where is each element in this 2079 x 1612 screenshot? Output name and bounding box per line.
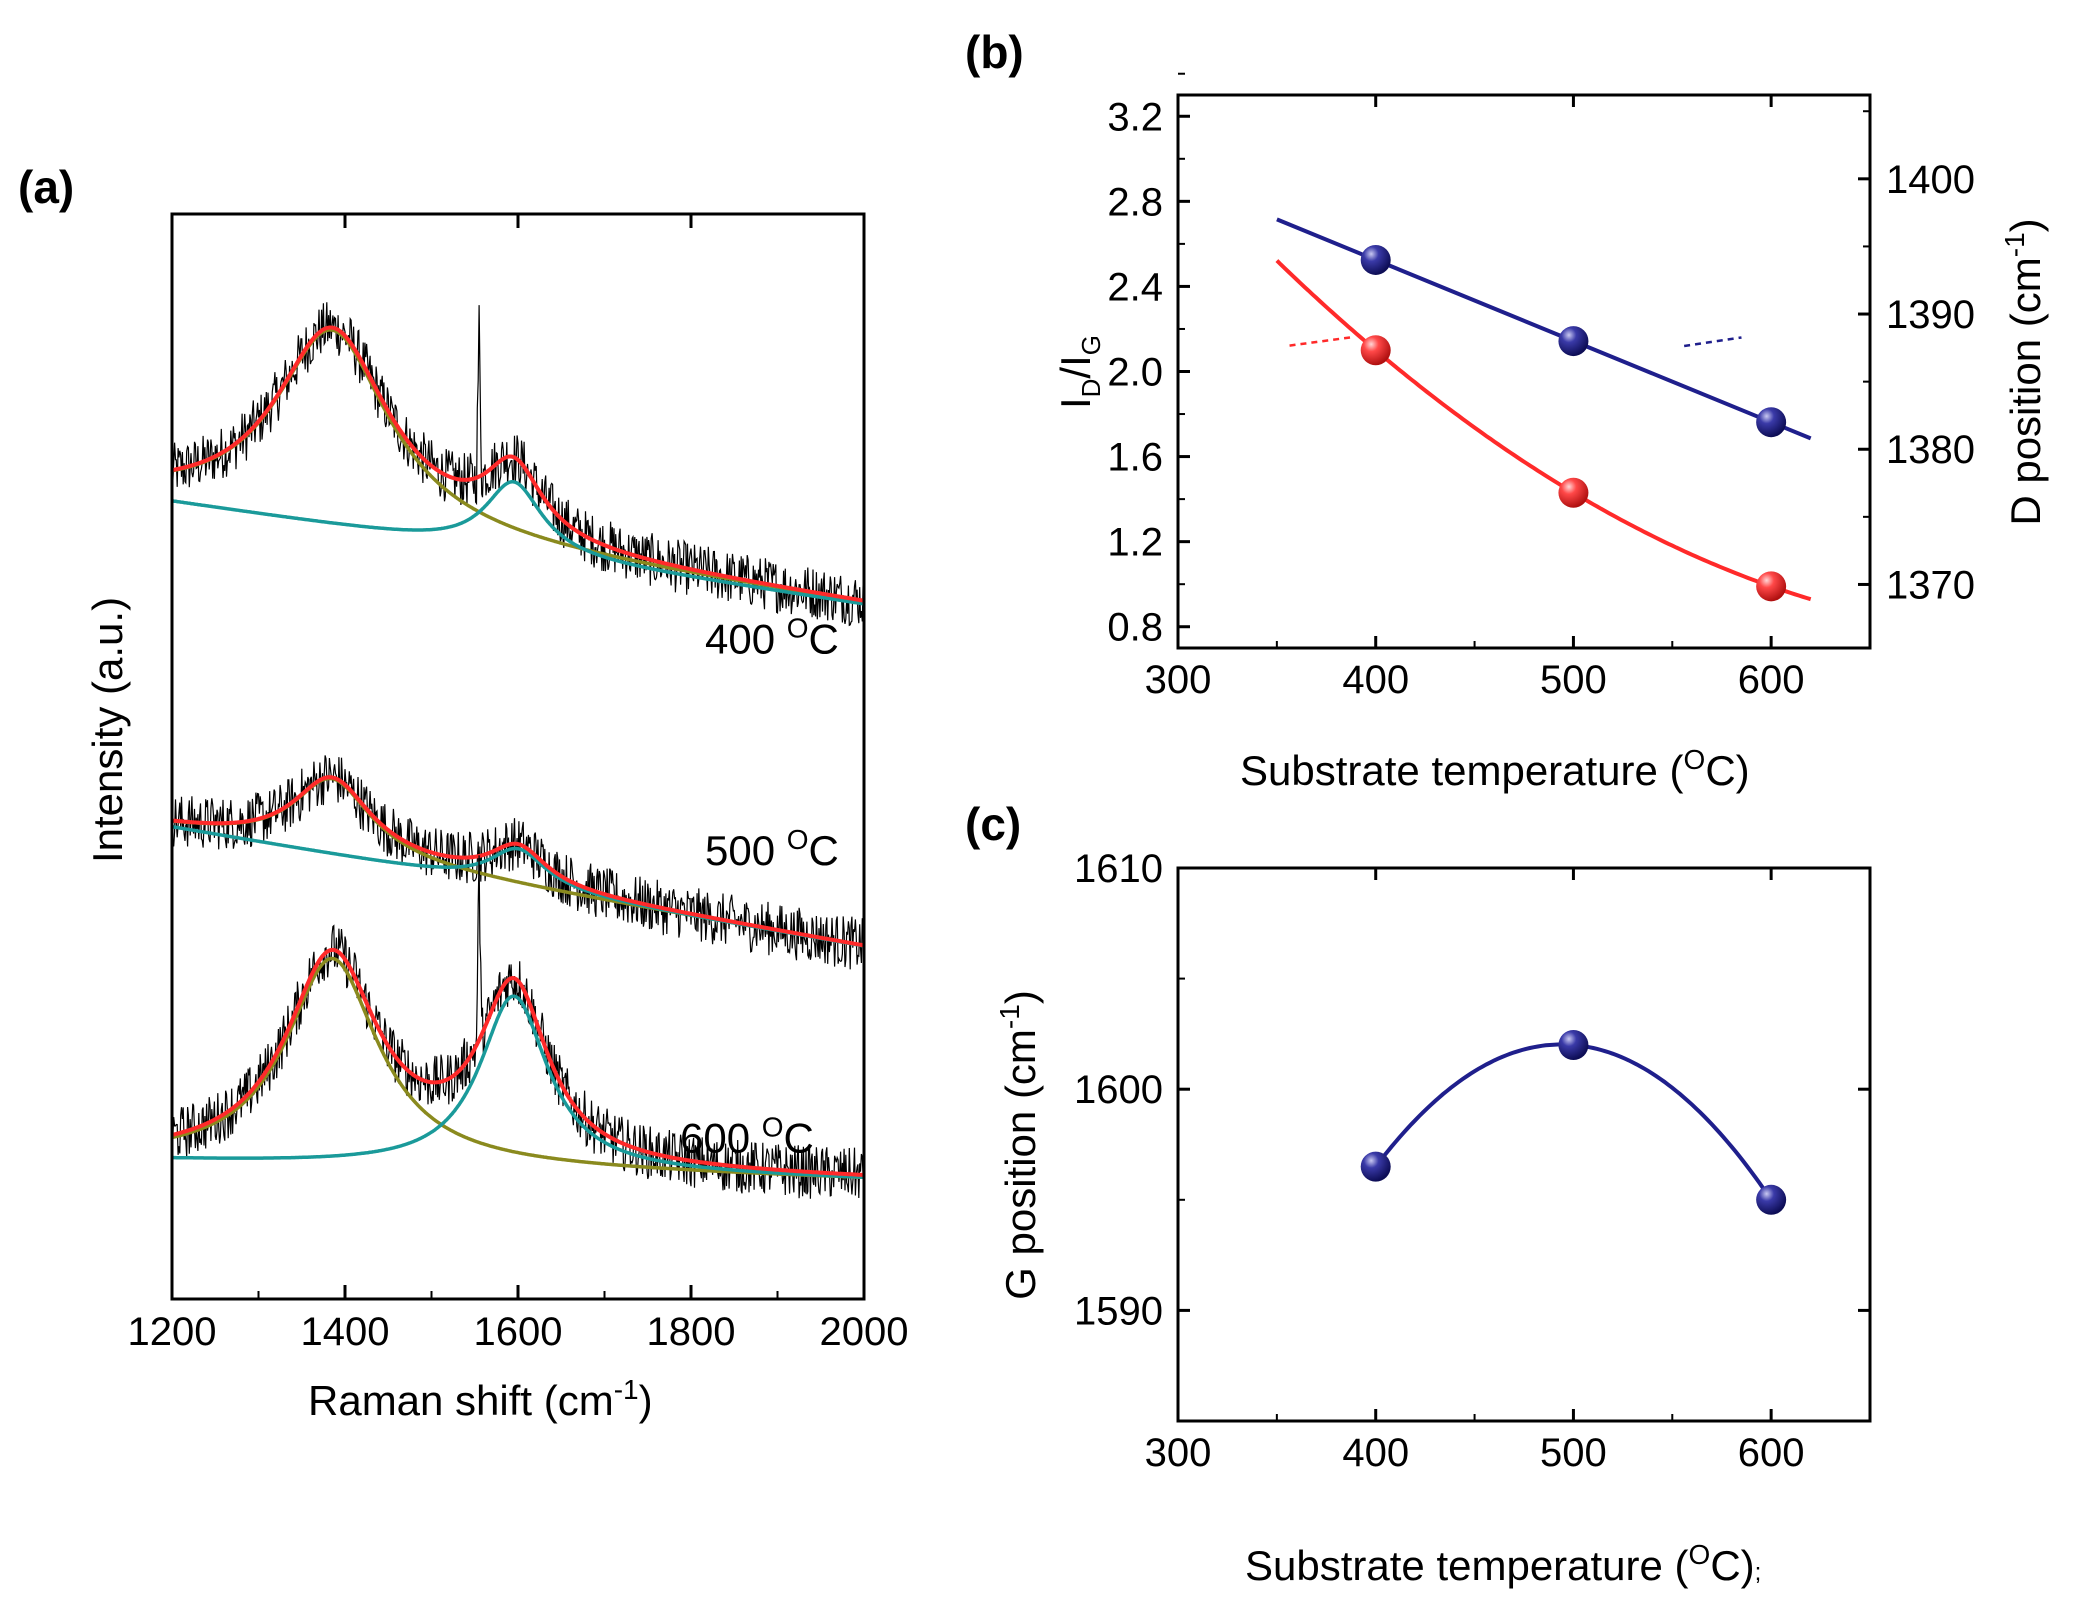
panel-c: (c) 300 400 500 600 1590 1600 1610 Substrate t…	[965, 798, 1872, 1589]
b-right-y-tick-label: 1400	[1886, 158, 1975, 202]
panel-a-ticks	[170, 214, 866, 1299]
panel-b-tick-labels: 300 400 500 600 0.8 1.2 1.6 2.0 2.4 2.8 3.2 1370 138…	[1107, 95, 1975, 702]
spectrum-total-fit-0	[172, 325, 864, 603]
a-x-tick-label: 1200	[128, 1310, 217, 1354]
panel-c-y-axis-title: G position (cm-1)	[994, 990, 1044, 1300]
c-x-tick-label: 300	[1145, 1431, 1212, 1475]
panel-b-ticks	[1176, 72, 1871, 648]
panel-a-plot-area	[172, 302, 864, 1199]
b-x-tick-label: 400	[1342, 658, 1409, 702]
panel-a-x-axis-title: Raman shift (cm-1)	[308, 1374, 653, 1424]
b-right-y-tick-label: 1370	[1886, 563, 1975, 607]
panel-a-series-labels: 400 OC 500 OC 600 OC	[680, 612, 839, 1161]
a-x-tick-label: 2000	[820, 1310, 909, 1354]
c-y-tick-label: 1600	[1074, 1068, 1163, 1112]
b-right-y-tick-label: 1390	[1886, 293, 1975, 337]
panel-a-label: (a)	[18, 161, 74, 213]
series-label-2: 600 OC	[680, 1112, 814, 1162]
panel-c-plot-area	[1360, 1029, 1787, 1215]
d-position-fit-line	[1276, 217, 1812, 441]
g-position-point	[1756, 1184, 1787, 1215]
id-ig-point	[1558, 477, 1589, 508]
panel-a-x-tick-labels: 1200 1400 1600 1800 2000	[128, 1310, 909, 1354]
b-left-y-tick-label: 2.4	[1107, 265, 1163, 309]
id-ig-fit-curve	[1275, 259, 1812, 602]
a-x-tick-label: 1600	[474, 1310, 563, 1354]
d-position-point	[1360, 244, 1391, 275]
g-position-point	[1360, 1151, 1391, 1182]
spectrum-g-band-fit-0	[172, 480, 864, 606]
panel-c-label: (c)	[965, 798, 1021, 850]
spectrum-raw-0	[172, 302, 864, 627]
c-y-tick-label: 1590	[1074, 1289, 1163, 1333]
b-left-y-tick-label: 1.6	[1107, 436, 1163, 480]
b-x-tick-label: 300	[1145, 658, 1212, 702]
b-left-y-tick-label: 3.2	[1107, 95, 1163, 139]
b-left-y-tick-label: 2.0	[1107, 351, 1163, 395]
panel-b-left-y-axis-title: ID/IG	[1052, 335, 1106, 409]
b-left-y-tick-label: 0.8	[1107, 606, 1163, 650]
panel-a-y-axis-title: Intensity (a.u.)	[84, 597, 131, 863]
a-x-tick-label: 1800	[647, 1310, 736, 1354]
panel-c-frame	[1176, 866, 1872, 1423]
d-position-axis-arrow	[1683, 336, 1742, 348]
panel-b-label: (b)	[965, 26, 1024, 78]
b-left-y-tick-label: 2.8	[1107, 180, 1163, 224]
id-ig-point	[1360, 335, 1391, 366]
b-x-tick-label: 600	[1738, 658, 1805, 702]
panel-c-x-axis-title: Substrate temperature (OC);	[1245, 1539, 1761, 1589]
g-position-fit-curve	[1374, 1042, 1773, 1201]
c-x-tick-label: 400	[1342, 1431, 1409, 1475]
a-x-tick-label: 1400	[301, 1310, 390, 1354]
panel-b-plot-area	[1275, 217, 1812, 602]
spectrum-total-fit-1	[172, 775, 864, 948]
panel-c-tick-labels: 300 400 500 600 1590 1600 1610	[1074, 847, 1805, 1475]
panel-b-x-axis-title: Substrate temperature (OC)	[1240, 744, 1750, 794]
series-label-1: 500 OC	[705, 824, 839, 874]
g-position-point	[1558, 1029, 1589, 1060]
id-ig-point	[1756, 571, 1787, 602]
c-x-tick-label: 500	[1540, 1431, 1607, 1475]
spectrum-total-fit-2	[172, 947, 864, 1177]
panel-b: (b) 300 400 500 600 0.8 1.2 1.6 2.0 2.4 2.8 3.2 137…	[965, 26, 2049, 794]
d-position-point	[1756, 407, 1787, 438]
panel-c-ticks	[1176, 866, 1871, 1422]
d-position-point	[1558, 326, 1589, 357]
panel-b-frame	[1176, 93, 1872, 650]
b-right-y-tick-label: 1380	[1886, 428, 1975, 472]
c-y-tick-label: 1610	[1074, 847, 1163, 891]
panel-a: (a) 1200 1400 1600 1800 2000 Raman shift (cm…	[18, 161, 908, 1424]
series-label-0: 400 OC	[705, 612, 839, 662]
id-ig-axis-arrow	[1286, 336, 1351, 348]
b-x-tick-label: 500	[1540, 658, 1607, 702]
spectrum-g-band-fit-2	[172, 994, 864, 1179]
panel-b-right-y-axis-title: D position (cm-1)	[1999, 218, 2049, 525]
b-left-y-tick-label: 1.2	[1107, 521, 1163, 565]
c-x-tick-label: 600	[1738, 1431, 1805, 1475]
